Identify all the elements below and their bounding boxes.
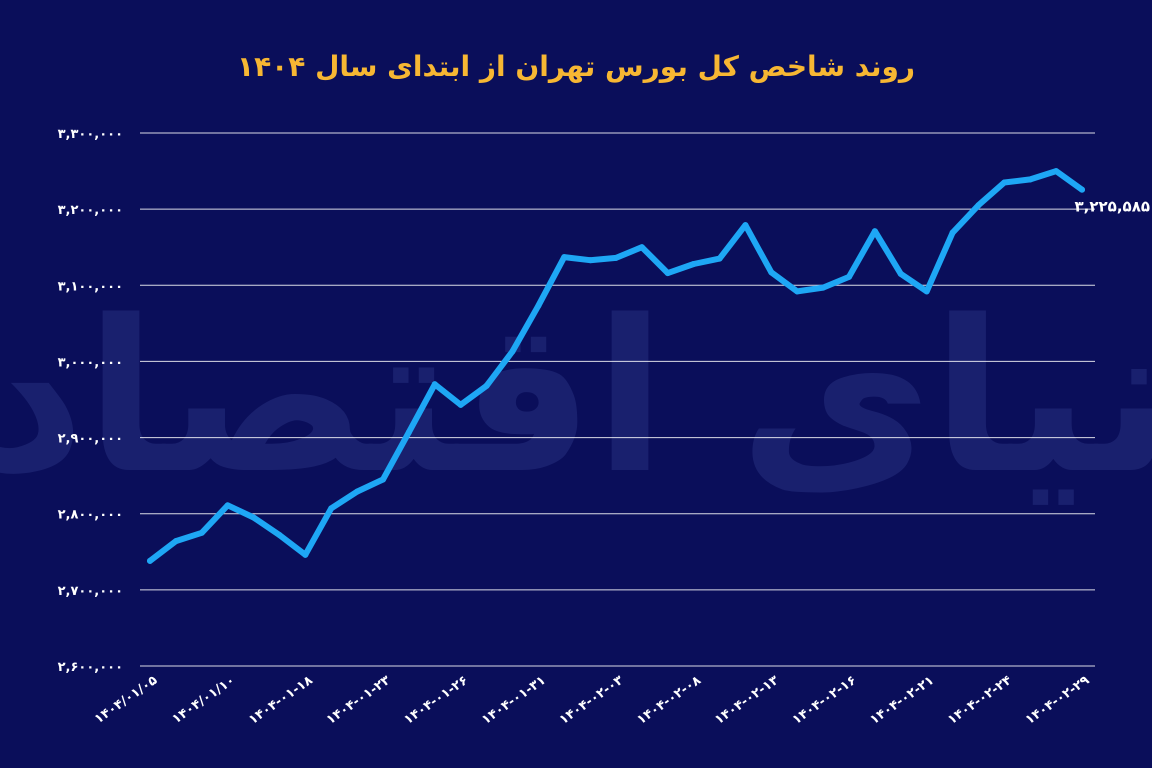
data-point — [561, 254, 568, 261]
data-point — [949, 229, 956, 236]
y-tick-label: ۳,۲۰۰,۰۰۰ — [58, 203, 123, 218]
x-tick-label: ۱۴۰۴-۰۲-۰۳ — [557, 673, 626, 728]
data-point — [846, 273, 852, 280]
data-point — [483, 382, 490, 389]
data-point — [509, 348, 516, 355]
data-point — [975, 202, 982, 209]
x-axis-ticks: ۱۴۰۴/۰۱/۰۵ ۱۴۰۴/۰۱/۱۰ ۱۴۰۴-۰۱-۱۸ ۱۴۰۴-۰۱-۲۳… — [92, 673, 1092, 728]
x-tick-label: ۱۴۰۴/۰۱/۰۵ — [92, 673, 160, 727]
y-tick-label: ۲,۸۰۰,۰۰۰ — [58, 508, 123, 523]
data-point — [897, 270, 904, 277]
x-tick-label: ۱۴۰۴-۰۲-۱۶ — [790, 673, 859, 728]
data-point — [768, 269, 775, 276]
y-tick-label: ۲,۶۰۰,۰۰۰ — [58, 660, 123, 675]
x-tick-label: ۱۴۰۴-۰۱-۱۸ — [246, 673, 315, 728]
x-tick-label: ۱۴۰۴-۰۲-۲۹ — [1023, 673, 1092, 728]
data-point — [871, 228, 878, 235]
y-tick-label: ۳,۰۰۰,۰۰۰ — [58, 355, 123, 370]
end-value-label: ۳,۲۲۵,۵۸۵ — [1075, 198, 1150, 216]
data-point — [147, 557, 153, 564]
x-tick-label: ۱۴۰۴-۰۲-۱۳ — [712, 673, 781, 728]
data-point — [638, 244, 645, 251]
data-point — [224, 502, 231, 509]
data-point — [742, 222, 749, 229]
x-tick-label: ۱۴۰۴-۰۲-۰۸ — [635, 673, 704, 728]
data-point — [587, 257, 594, 264]
data-point — [923, 288, 930, 295]
data-point — [535, 302, 542, 309]
data-point — [250, 514, 257, 521]
data-point — [820, 284, 827, 291]
x-tick-label: ۱۴۰۴-۰۲-۲۴ — [945, 673, 1014, 728]
data-point — [457, 401, 464, 408]
data-point — [354, 488, 361, 495]
data-point — [431, 381, 438, 388]
data-point — [276, 532, 283, 539]
series-layer: ۳,۲۲۵,۵۸۵ — [147, 168, 1150, 564]
data-point — [380, 476, 386, 483]
grid-lines — [140, 132, 1095, 667]
y-tick-label: ۳,۱۰۰,۰۰۰ — [58, 279, 123, 294]
watermark-logo: دنیای اقتصاد — [0, 275, 1152, 520]
y-tick-label: ۳,۳۰۰,۰۰۰ — [58, 127, 123, 142]
data-point — [172, 538, 179, 545]
data-point — [613, 254, 619, 261]
data-point — [1027, 176, 1034, 183]
watermark-text: دنیای اقتصاد — [0, 275, 1152, 520]
y-tick-label: ۲,۷۰۰,۰۰۰ — [58, 584, 123, 599]
y-tick-label: ۲,۹۰۰,۰۰۰ — [58, 432, 123, 447]
chart-title: روند شاخص کل بورس تهران از ابتدای سال ۱۴… — [236, 50, 916, 83]
x-tick-label: ۱۴۰۴-۰۱-۲۶ — [402, 673, 471, 728]
x-tick-label: ۱۴۰۴-۰۱-۲۳ — [324, 673, 393, 728]
data-point — [690, 260, 697, 267]
data-point — [302, 551, 309, 558]
data-point — [198, 529, 205, 536]
data-point — [716, 255, 723, 262]
data-point — [328, 505, 335, 512]
data-point — [1079, 186, 1085, 193]
data-point — [405, 429, 412, 436]
x-tick-label: ۱۴۰۴-۰۲-۲۱ — [868, 673, 937, 728]
data-point — [664, 270, 671, 277]
data-point — [794, 288, 801, 295]
x-tick-label: ۱۴۰۴/۰۱/۱۰ — [170, 673, 238, 727]
data-point — [1001, 179, 1008, 186]
y-axis-ticks: ۳,۳۰۰,۰۰۰ ۳,۲۰۰,۰۰۰ ۳,۱۰۰,۰۰۰ ۳,۰۰۰,۰۰۰ ۲,۹۰… — [58, 127, 123, 675]
x-tick-label: ۱۴۰۴-۰۱-۳۱ — [479, 673, 548, 728]
data-point — [1053, 168, 1060, 175]
